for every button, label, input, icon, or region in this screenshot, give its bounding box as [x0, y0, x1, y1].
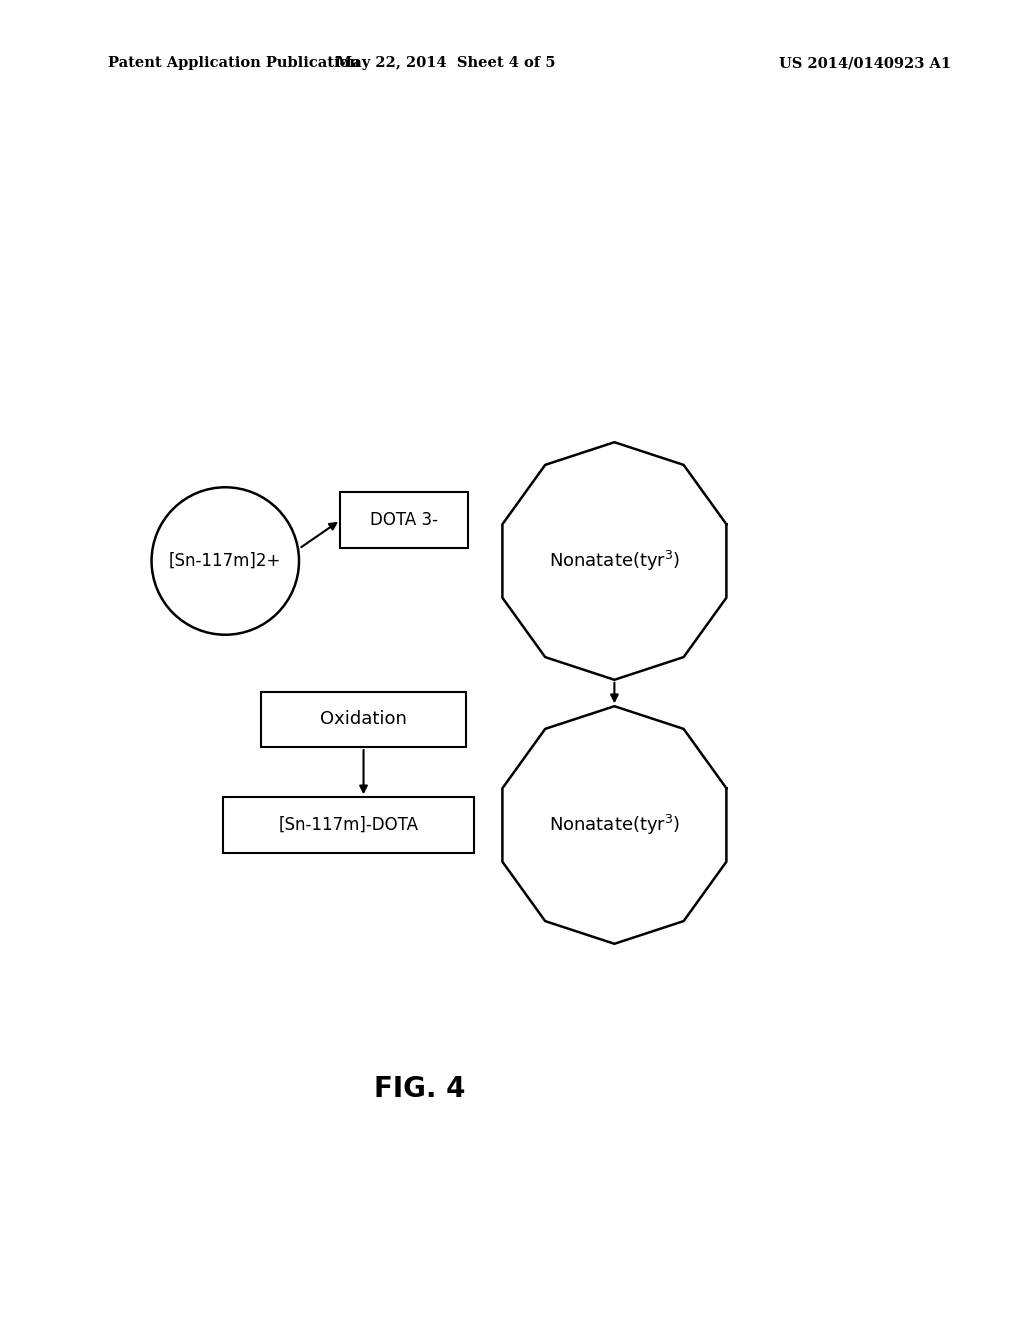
- Text: Patent Application Publication: Patent Application Publication: [108, 57, 359, 70]
- Text: Nonatate(tyr$^3$): Nonatate(tyr$^3$): [549, 813, 680, 837]
- Text: Oxidation: Oxidation: [321, 710, 407, 729]
- Text: FIG. 4: FIG. 4: [374, 1074, 466, 1104]
- Text: May 22, 2014  Sheet 4 of 5: May 22, 2014 Sheet 4 of 5: [336, 57, 555, 70]
- Text: Nonatate(tyr$^3$): Nonatate(tyr$^3$): [549, 549, 680, 573]
- Text: [Sn-117m]2+: [Sn-117m]2+: [169, 552, 282, 570]
- Text: DOTA 3-: DOTA 3-: [371, 511, 438, 529]
- Text: US 2014/0140923 A1: US 2014/0140923 A1: [779, 57, 951, 70]
- Bar: [261, 692, 466, 747]
- Bar: [223, 797, 473, 853]
- Bar: [340, 492, 469, 548]
- Text: [Sn-117m]-DOTA: [Sn-117m]-DOTA: [279, 816, 418, 834]
